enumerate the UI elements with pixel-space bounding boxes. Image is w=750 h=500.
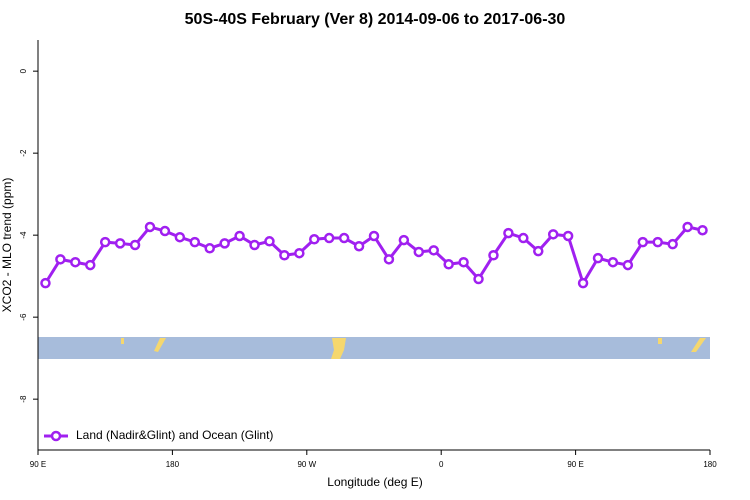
point <box>338 232 350 244</box>
point <box>55 254 66 265</box>
point <box>234 230 245 242</box>
point <box>533 245 544 257</box>
point <box>85 259 96 271</box>
x-tick-label: 90 W <box>297 460 316 469</box>
y-tick-label: -6 <box>19 313 28 321</box>
point <box>562 230 574 242</box>
y-axis-label: XCO2 - MLO trend (ppm) <box>0 178 14 313</box>
point <box>70 256 81 268</box>
point <box>473 273 484 285</box>
point <box>443 259 454 270</box>
point <box>144 221 156 233</box>
y-tick-label: -4 <box>19 231 28 239</box>
point <box>413 246 425 258</box>
x-tick-label: 0 <box>439 460 444 469</box>
land-ocean-band <box>38 337 710 359</box>
point <box>174 231 186 243</box>
y-tick-label: -2 <box>19 149 28 157</box>
point <box>40 277 51 289</box>
point <box>204 243 215 254</box>
land-patches <box>121 338 706 359</box>
point <box>309 234 320 245</box>
point <box>637 236 649 248</box>
legend-label: Land (Nadir&Glint) and Ocean (Glint) <box>76 428 273 442</box>
point <box>547 229 559 240</box>
x-tick-label: 180 <box>166 460 180 469</box>
point <box>398 234 410 246</box>
legend-marker <box>50 430 62 442</box>
point <box>428 245 439 256</box>
point <box>652 236 663 248</box>
point <box>518 232 529 244</box>
point <box>592 252 604 264</box>
point <box>667 238 678 250</box>
point <box>189 236 201 248</box>
point <box>219 238 230 249</box>
point <box>697 224 708 236</box>
chart-title: 50S-40S February (Ver 8) 2014-09-06 to 2… <box>185 11 566 28</box>
point <box>622 259 634 271</box>
point <box>249 239 260 251</box>
point <box>488 250 499 261</box>
point <box>114 238 126 249</box>
point <box>368 230 380 242</box>
point <box>159 225 171 237</box>
x-tick-label: 180 <box>703 460 717 469</box>
point <box>353 240 365 252</box>
point <box>323 232 335 244</box>
point <box>682 221 693 233</box>
point <box>264 236 275 247</box>
x-tick-label: 90 E <box>30 460 46 469</box>
y-tick-label: -8 <box>19 395 28 403</box>
x-tick-label: 90 E <box>567 460 583 469</box>
point <box>129 239 141 251</box>
point <box>383 254 395 265</box>
point <box>294 247 305 259</box>
point <box>503 227 514 239</box>
point <box>279 250 290 261</box>
point <box>458 256 469 268</box>
x-axis-label: Longitude (deg E) <box>327 475 422 489</box>
point <box>577 277 589 289</box>
point <box>607 256 619 268</box>
y-tick-label: 0 <box>19 68 28 73</box>
point <box>99 236 111 248</box>
